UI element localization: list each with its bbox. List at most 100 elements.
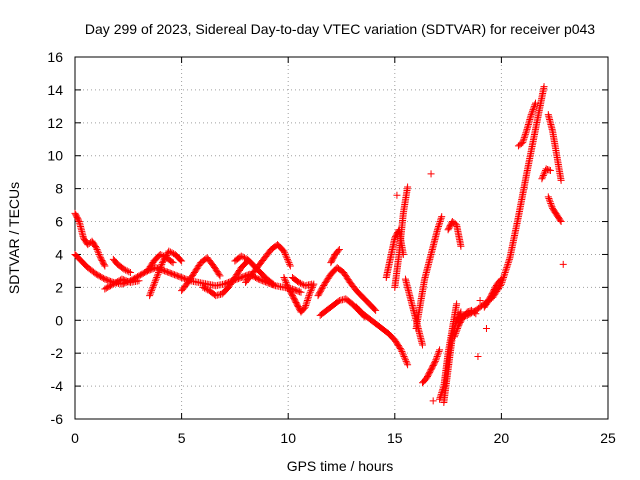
data-point [436,219,444,227]
data-point [520,134,528,142]
data-point [94,249,102,257]
data-point [94,271,102,279]
data-point [504,260,512,268]
data-point [170,271,178,279]
data-point [540,170,548,178]
data-point [216,272,224,280]
data-point [253,274,261,282]
data-point [283,280,291,288]
data-point [434,224,442,232]
data-point [301,303,309,311]
data-point [97,273,105,281]
data-point [469,308,477,316]
data-point [335,246,343,254]
data-point [450,333,458,341]
data-point [240,254,248,262]
data-point [317,286,325,294]
data-point [396,344,404,352]
data-point [539,173,547,181]
y-tick-label: 0 [55,312,63,328]
data-point [522,127,530,135]
data-point [165,247,173,255]
data-point [538,175,546,183]
y-tick-label: 16 [47,49,63,65]
data-point [93,246,101,254]
data-point [286,262,294,270]
data-point [169,259,177,267]
data-point [459,313,467,321]
data-point [282,278,290,286]
data-point [433,354,441,362]
data-point [281,249,289,257]
data-point [107,282,115,290]
axis-ticks: 0 5 10 15 20 25 -6 -4 -2 0 2 4 6 8 10 12 14 16 [47,49,616,446]
data-point [177,256,185,264]
data-point [237,273,245,281]
data-point [149,283,157,291]
data-point [151,277,159,285]
data-point [401,354,409,362]
data-point [112,278,120,286]
data-point [314,292,322,300]
data-point [320,282,328,290]
x-tick-label: 5 [178,430,186,446]
data-point [432,356,440,364]
data-point [109,280,117,288]
data-point [318,284,326,292]
data-point [180,275,188,283]
data-point [309,282,317,290]
outlier-point [427,170,435,178]
data-point [178,273,186,281]
data-point [158,259,166,267]
data-point [455,315,463,323]
data-point [436,346,444,354]
data-point [155,267,163,275]
data-point [141,269,149,277]
y-tick-label: 14 [47,82,63,98]
data-point [557,218,565,226]
data-point [302,300,310,308]
data-point [540,83,548,91]
data-point [451,331,459,339]
data-point [542,165,550,173]
data-point [125,268,133,276]
data-point [303,297,311,305]
data-point [280,247,288,255]
data-point [546,198,554,206]
data-point [166,248,174,256]
data-point [269,280,277,288]
data-point [132,273,140,281]
data-point [371,305,379,313]
outlier-point [559,260,567,268]
data-point [306,288,314,296]
data-point [465,311,473,319]
data-point [453,326,461,334]
data-point [284,257,292,265]
outlier-point [476,297,484,305]
data-point [111,279,119,287]
x-tick-label: 20 [494,430,510,446]
data-point [293,287,301,295]
data-point [118,275,126,283]
data-point [92,244,100,252]
data-point [153,272,161,280]
data-point [281,277,289,285]
data-point [519,139,527,147]
data-point [161,253,169,261]
x-tick-label: 10 [280,430,296,446]
data-point [452,329,460,337]
data-point [257,276,265,284]
outlier-point [429,397,437,405]
data-point [239,253,247,261]
data-point [454,323,462,331]
data-point [497,275,505,283]
data-point [156,265,164,273]
y-tick-label: 6 [55,214,63,230]
data-point [136,271,144,279]
data-point [505,257,513,265]
data-point [496,276,504,284]
data-point [300,304,308,312]
data-point [401,356,409,364]
data-point [457,308,465,316]
